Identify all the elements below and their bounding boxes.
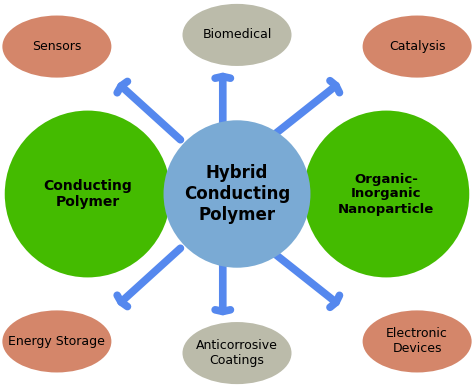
Text: Anticorrosive
Coatings: Anticorrosive Coatings [196, 339, 278, 367]
Text: Organic-
Inorganic
Nanoparticle: Organic- Inorganic Nanoparticle [338, 173, 435, 215]
Ellipse shape [2, 16, 111, 78]
Ellipse shape [363, 310, 472, 372]
Ellipse shape [2, 310, 111, 372]
Ellipse shape [164, 120, 310, 268]
Ellipse shape [182, 4, 292, 66]
Text: Sensors: Sensors [32, 40, 82, 53]
Text: Conducting
Polymer: Conducting Polymer [43, 179, 132, 209]
Text: Electronic
Devices: Electronic Devices [386, 327, 448, 355]
Text: Hybrid
Conducting
Polymer: Hybrid Conducting Polymer [184, 164, 290, 224]
Ellipse shape [182, 322, 292, 384]
Text: Energy Storage: Energy Storage [9, 335, 105, 348]
Ellipse shape [5, 111, 171, 277]
Ellipse shape [303, 111, 469, 277]
Ellipse shape [363, 16, 472, 78]
Text: Catalysis: Catalysis [389, 40, 446, 53]
Text: Biomedical: Biomedical [202, 28, 272, 42]
